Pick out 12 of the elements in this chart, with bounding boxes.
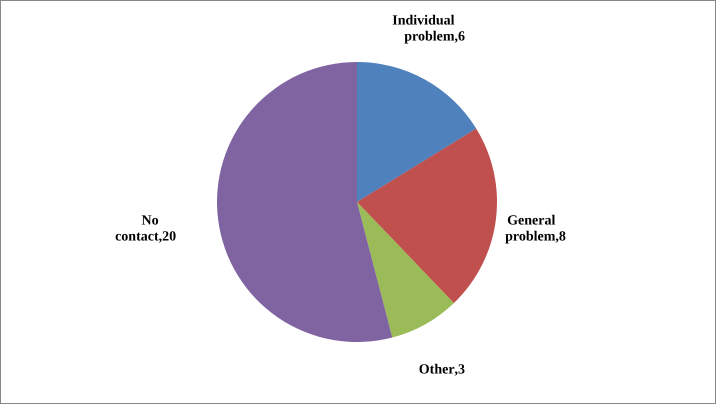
pie-slice <box>357 202 454 338</box>
pie-slice <box>217 62 392 342</box>
data-label: ,3 <box>454 362 466 378</box>
pie-slice <box>357 128 497 304</box>
slice-label: Other <box>418 362 455 378</box>
data-label: ,8 <box>555 229 566 244</box>
slice-label: Individual problem <box>392 13 455 44</box>
data-label: ,20 <box>158 229 176 244</box>
data-label: ,6 <box>454 29 466 44</box>
slice-label: No contact <box>115 213 159 244</box>
pie-slice <box>357 62 476 202</box>
slice-label: General problem <box>505 213 556 244</box>
